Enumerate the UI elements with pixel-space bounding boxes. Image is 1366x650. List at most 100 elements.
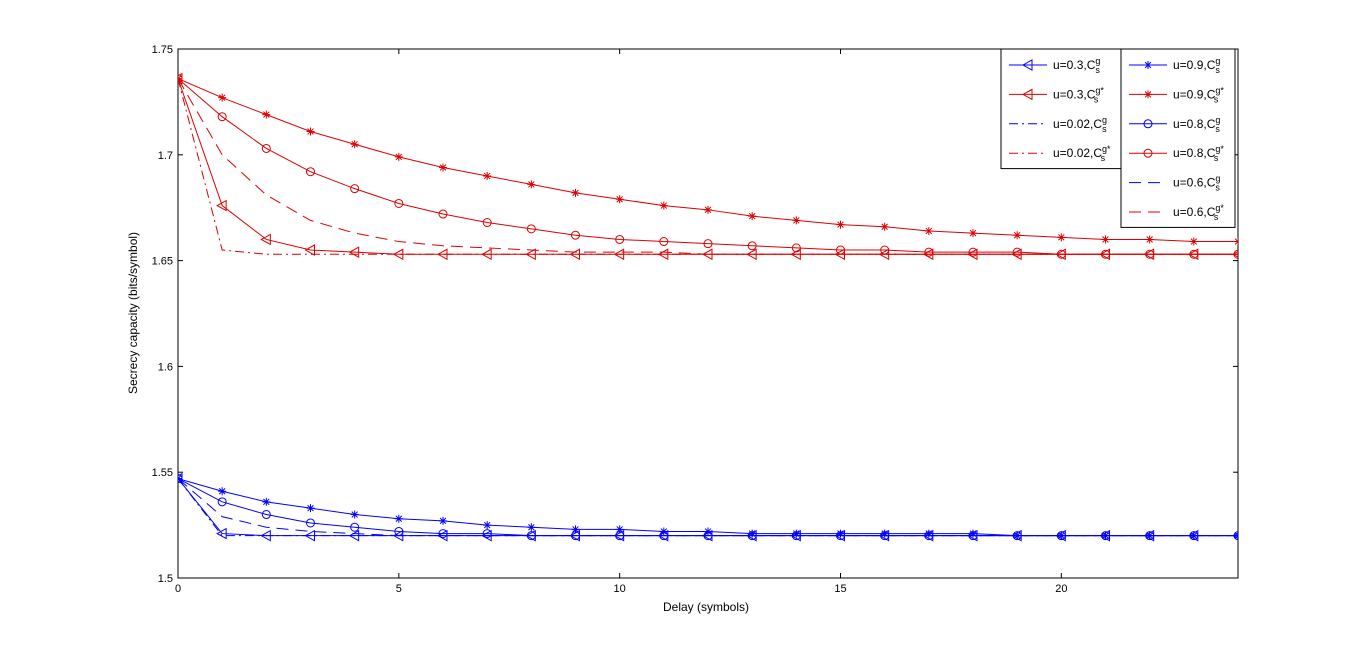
legend-entry-label: u=0.3,Cg* s — [1053, 85, 1104, 104]
legend-box — [1120, 48, 1236, 228]
series-line — [178, 478, 1238, 537]
data-point — [216, 199, 227, 212]
data-point — [1101, 235, 1110, 244]
data-point — [350, 184, 360, 194]
series-line — [178, 78, 1238, 255]
legend-entry-label: u=0.02,Cg s — [1053, 115, 1107, 134]
y-axis-label: Secrecy capacity (bits/symbol) — [126, 232, 140, 394]
data-point — [262, 110, 271, 119]
data-point — [439, 163, 447, 172]
data-point — [748, 212, 757, 221]
data-point — [394, 152, 403, 161]
legend-entry-label: u=0.8,Cg* s — [1173, 144, 1224, 163]
data-point — [178, 74, 183, 84]
data-point — [969, 529, 977, 538]
data-point — [1189, 237, 1198, 246]
data-point — [217, 112, 227, 122]
data-point — [968, 247, 978, 257]
data-point — [880, 529, 889, 538]
data-point — [350, 140, 359, 149]
data-point — [703, 239, 713, 249]
data-point — [178, 474, 183, 484]
data-point — [482, 529, 492, 539]
data-point — [1013, 231, 1022, 240]
data-point — [924, 226, 933, 235]
data-point — [306, 504, 315, 513]
legend-marker — [1021, 59, 1033, 71]
data-point — [880, 245, 890, 255]
data-point — [216, 527, 227, 540]
data-point — [306, 518, 315, 528]
data-point — [392, 248, 404, 261]
legend-marker — [1144, 90, 1152, 99]
legend-entry-label: u=0.6,Cg* s — [1173, 203, 1224, 222]
x-tick-label: 15 — [834, 583, 846, 595]
series-9 — [178, 478, 1238, 537]
y-tick-label: 1.55 — [152, 467, 173, 479]
data-point — [527, 180, 536, 189]
y-tick-label: 1.6 — [158, 361, 173, 373]
data-point — [525, 248, 536, 261]
data-point — [438, 529, 448, 539]
data-point — [1145, 235, 1154, 244]
legend-marker — [1143, 119, 1153, 129]
legend-entry-label: u=0.3,Cg s — [1053, 56, 1100, 75]
y-tick-label: 1.5 — [158, 573, 173, 585]
legend-marker — [1021, 88, 1033, 101]
data-point — [747, 241, 757, 251]
y-tick-label: 1.65 — [152, 256, 173, 268]
legend: u=0.3,Cg s u=0.3,Cg* s u=0.02,Cg s u=0.02,Cg* s… — [1000, 48, 1236, 228]
y-tick-label: 1.75 — [152, 44, 173, 56]
legend-marker — [1144, 61, 1152, 69]
data-point — [394, 514, 403, 523]
data-point — [615, 525, 624, 534]
data-point — [969, 229, 977, 238]
data-point — [1012, 247, 1022, 257]
legend-marker — [1143, 148, 1153, 158]
data-point — [439, 516, 447, 525]
data-point — [1231, 250, 1238, 258]
x-tick-label: 5 — [396, 583, 402, 595]
legend-entry-label: u=0.9,Cg* s — [1173, 85, 1224, 104]
legend-entry-label: u=0.02,Cg* s — [1053, 144, 1111, 163]
plot-area: 0 5 10 15 20 1.5 1.55 1.6 1.65 1.7 1.75 — [152, 44, 1239, 595]
data-point — [306, 167, 315, 177]
data-point — [792, 529, 801, 538]
legend-entry-label: u=0.9,Cg s — [1173, 56, 1220, 75]
data-point — [262, 497, 271, 506]
series-10 — [178, 78, 1238, 255]
data-point — [260, 233, 271, 246]
x-tick-label: 20 — [1055, 583, 1067, 595]
data-point — [261, 510, 271, 520]
data-point — [526, 224, 536, 234]
legend-entry-label: u=0.8,Cg s — [1173, 115, 1220, 134]
data-point — [924, 247, 934, 257]
data-point — [924, 529, 933, 538]
data-point — [615, 195, 624, 204]
data-point — [218, 93, 227, 102]
data-point — [304, 244, 315, 256]
data-point — [217, 497, 227, 507]
data-point — [350, 510, 359, 519]
data-point — [836, 220, 845, 229]
y-tick-label: 1.7 — [158, 150, 173, 162]
data-point — [792, 216, 801, 225]
data-point — [659, 237, 669, 247]
data-point — [482, 218, 492, 228]
series-6 — [178, 74, 1238, 246]
data-point — [350, 522, 360, 532]
data-point — [218, 487, 227, 496]
data-point — [704, 205, 712, 214]
x-tick-label: 0 — [175, 583, 181, 595]
data-point — [659, 201, 668, 210]
axes-box — [177, 48, 1239, 579]
data-point — [483, 171, 492, 180]
data-point — [791, 243, 801, 253]
data-point — [1057, 233, 1066, 242]
data-point — [615, 234, 625, 244]
data-point — [527, 523, 536, 532]
x-tick-label: 10 — [614, 583, 626, 595]
data-point — [571, 525, 580, 534]
data-point — [304, 529, 315, 542]
